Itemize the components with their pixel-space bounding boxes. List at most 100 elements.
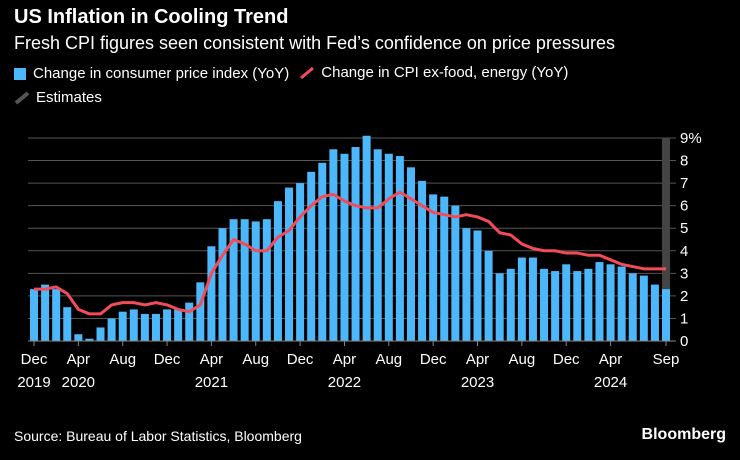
bloomberg-logo: Bloomberg (641, 426, 726, 443)
legend-label-cpi: Change in consumer price index (YoY) (33, 65, 290, 82)
x-tick-year: 2021 (195, 374, 228, 391)
source-note: Source: Bureau of Labor Statistics, Bloo… (14, 428, 302, 444)
cpi-bar (495, 273, 504, 341)
y-tick-label: 2 (680, 288, 688, 305)
y-tick-label: 9% (680, 130, 702, 147)
y-tick-label: 5 (680, 220, 688, 237)
cpi-bar (340, 153, 349, 341)
cpi-bar (462, 228, 471, 341)
cpi-bar (285, 187, 294, 341)
x-tick-month: Aug (242, 351, 269, 368)
cpi-bar (85, 338, 94, 341)
cpi-bar (329, 149, 338, 341)
cpi-bar (662, 289, 670, 341)
x-tick-year: 2024 (594, 374, 627, 391)
cpi-bar (41, 284, 50, 341)
cpi-bar (196, 282, 205, 341)
x-tick-year: 2020 (62, 374, 95, 391)
cpi-bar (484, 250, 493, 341)
x-tick-month: Apr (333, 351, 356, 368)
cpi-bar (584, 268, 593, 341)
legend: Change in consumer price index (YoY) Chan… (14, 62, 578, 112)
cpi-bar (517, 257, 526, 341)
cpi-bar (96, 327, 105, 341)
legend-item-estimates: Estimates (14, 87, 102, 109)
cpi-bar (30, 289, 38, 341)
y-tick-label: 4 (680, 243, 688, 260)
cpi-bar (74, 334, 83, 341)
y-tick-label: 0 (680, 333, 688, 350)
legend-swatch-estimates (14, 91, 30, 105)
cpi-bar (207, 246, 216, 341)
cpi-bar (163, 309, 172, 341)
cpi-bar (418, 180, 427, 341)
cpi-bar (617, 266, 626, 341)
cpi-bar (562, 264, 571, 341)
cpi-bar (151, 313, 160, 341)
cpi-bar (63, 307, 72, 341)
cpi-bar (174, 309, 183, 341)
x-tick-month: Dec (553, 351, 580, 368)
cpi-bar (362, 135, 371, 341)
legend-item-cpi: Change in consumer price index (YoY) (14, 63, 289, 85)
cpi-bar (451, 205, 460, 341)
x-tick-month: Apr (466, 351, 489, 368)
core-cpi-line (34, 190, 666, 316)
x-tick-month: Sep (653, 351, 680, 368)
cpi-bar (318, 162, 327, 341)
x-tick-month: Apr (599, 351, 622, 368)
cpi-bar (52, 289, 61, 341)
cpi-bar (185, 302, 194, 341)
chart-subtitle: Fresh CPI figures seen consistent with F… (14, 33, 615, 53)
x-tick-year: 2022 (328, 374, 361, 391)
cpi-bar (296, 183, 305, 341)
cpi-bar (628, 273, 637, 341)
cpi-bar (262, 219, 271, 341)
cpi-bar (373, 149, 382, 341)
legend-item-core: Change in CPI ex-food, energy (YoY) (299, 62, 568, 84)
cpi-bar (395, 156, 404, 341)
x-tick-month: Apr (67, 351, 90, 368)
x-tick-month: Dec (154, 351, 181, 368)
cpi-bar (506, 268, 515, 341)
cpi-bar (351, 147, 360, 341)
x-tick-year: 2019 (17, 374, 50, 391)
cpi-bar (273, 201, 282, 341)
legend-label-estimates: Estimates (36, 89, 102, 106)
cpi-bar (551, 271, 560, 341)
x-tick-month: Aug (375, 351, 402, 368)
x-tick-month: Aug (109, 351, 136, 368)
x-tick-month: Dec (287, 351, 314, 368)
cpi-bar (406, 167, 415, 341)
y-tick-label: 3 (680, 265, 688, 282)
cpi-bar (528, 257, 537, 341)
legend-swatch-cpi (14, 68, 26, 80)
cpi-bar (650, 284, 659, 341)
cpi-bar (118, 311, 127, 341)
cpi-bar (240, 219, 249, 341)
cpi-bar (595, 262, 604, 341)
estimates-band (662, 138, 670, 341)
cpi-bar (140, 313, 149, 341)
y-tick-label: 7 (680, 175, 688, 192)
x-tick-month: Apr (200, 351, 223, 368)
cpi-bar (129, 309, 138, 341)
y-tick-label: 6 (680, 198, 688, 215)
cpi-bar (440, 196, 449, 341)
x-tick-month: Aug (509, 351, 536, 368)
cpi-bar (540, 268, 549, 341)
cpi-bar (639, 275, 648, 341)
x-tick-year: 2023 (461, 374, 494, 391)
x-tick-month: Dec (21, 351, 48, 368)
cpi-bar (251, 221, 260, 341)
cpi-bar (307, 171, 316, 341)
cpi-bar (229, 219, 238, 341)
cpi-bar (384, 153, 393, 341)
cpi-bar (573, 271, 582, 341)
x-tick-month: Dec (420, 351, 447, 368)
cpi-bar (473, 230, 482, 341)
y-tick-label: 1 (680, 310, 688, 327)
cpi-bar (218, 228, 227, 341)
